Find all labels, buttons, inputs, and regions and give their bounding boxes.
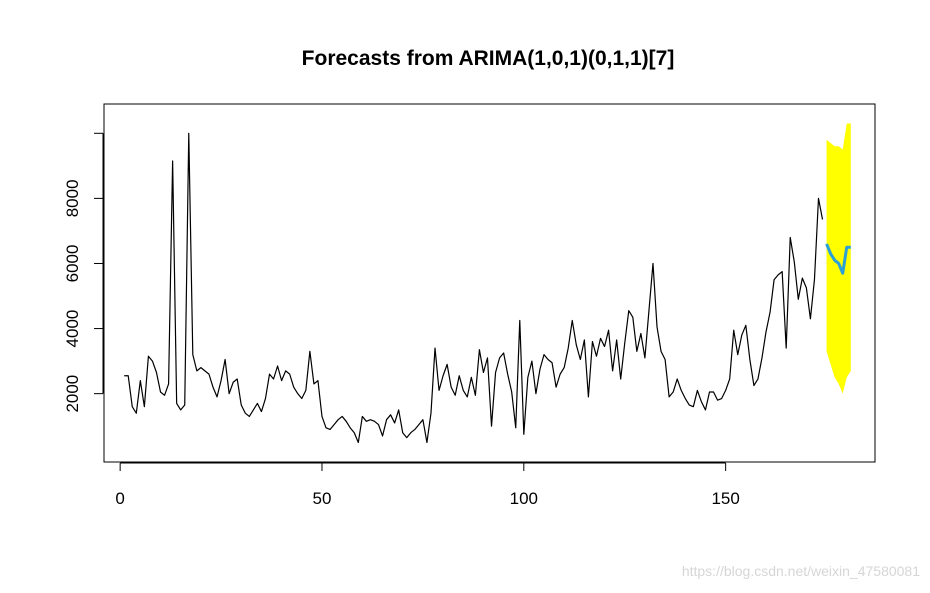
y-tick-label: 4000: [63, 310, 82, 348]
axes-layer: 0 50 100 150 2000 4000 6000 8000: [63, 132, 740, 508]
observed-series-line: [124, 132, 824, 444]
prediction-interval-layer: [826, 123, 851, 394]
series-layer: [124, 132, 851, 444]
x-tick-label: 50: [313, 489, 332, 508]
x-tick-label: 0: [115, 489, 124, 508]
y-tick-label: 6000: [63, 245, 82, 283]
watermark: https://blog.csdn.net/weixin_47580081: [681, 563, 920, 579]
y-tick-label: 8000: [63, 179, 82, 217]
chart-title: Forecasts from ARIMA(1,0,1)(0,1,1)[7]: [302, 47, 675, 70]
x-tick-label: 150: [711, 489, 739, 508]
y-tick-label: 2000: [63, 375, 82, 413]
forecast-interval-band: [826, 123, 851, 394]
plot-frame: [103, 103, 876, 463]
forecast-mean-line: [825, 243, 851, 275]
x-tick-label: 100: [510, 489, 538, 508]
